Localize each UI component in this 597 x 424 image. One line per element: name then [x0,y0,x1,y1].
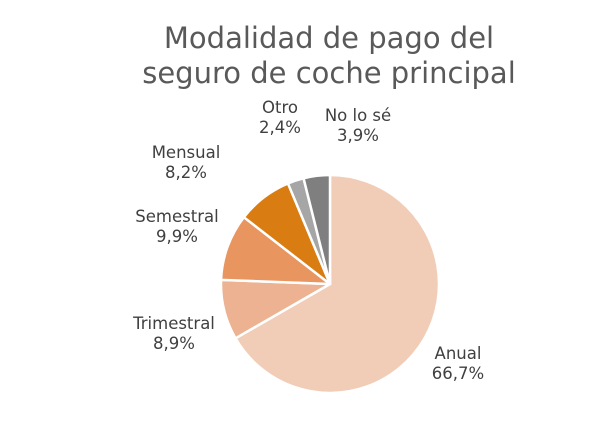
slice-label-semestral: Semestral 9,9% [135,207,218,246]
pie-slice-anual [234,173,441,395]
slice-category-no-lo-se: No lo sé [325,106,391,125]
slice-label-no-lo-se: No lo sé 3,9% [325,106,391,145]
slice-value-mensual: 8,2% [165,163,207,182]
slice-value-trimestral: 8,9% [153,334,195,353]
slice-label-anual: Anual 66,7% [432,344,484,383]
slice-value-semestral: 9,9% [156,227,198,246]
slice-value-no-lo-se: 3,9% [337,126,379,145]
slice-category-mensual: Mensual [152,143,221,162]
slice-label-mensual: Mensual 8,2% [152,143,221,182]
pie-slice-no-lo-se [302,173,332,286]
chart-title-line-1: Modalidad de pago del [164,21,494,55]
pie-labels: Anual 66,7% Trimestral 8,9% Semestral 9,9% Men… [132,98,484,383]
slice-category-otro: Otro [262,98,298,117]
pie-slices [219,173,441,395]
slice-label-trimestral: Trimestral 8,9% [132,314,215,353]
chart-title-line-2: seguro de coche principal [142,56,516,90]
slice-label-otro: Otro 2,4% [259,98,301,137]
slice-value-otro: 2,4% [259,118,301,137]
slice-category-trimestral: Trimestral [132,314,215,333]
slice-value-anual: 66,7% [432,364,484,383]
slice-category-semestral: Semestral [135,207,218,226]
slice-category-anual: Anual [435,344,482,363]
